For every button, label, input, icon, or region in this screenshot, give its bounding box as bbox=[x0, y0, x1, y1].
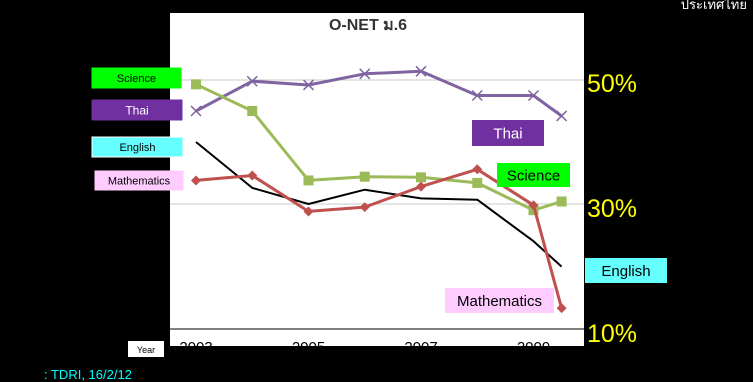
point-science bbox=[556, 196, 567, 207]
x-axis-title: Year bbox=[128, 341, 164, 357]
svg-text:Year: Year bbox=[137, 345, 155, 355]
series-line-mathematics bbox=[195, 167, 564, 309]
point-mathematics bbox=[416, 181, 426, 192]
point-science bbox=[416, 172, 426, 183]
series-line-science bbox=[195, 82, 563, 212]
x-tick-label: 2007 bbox=[404, 339, 437, 356]
top-note: ประเทศไทย bbox=[680, 0, 747, 12]
legend-thai: Thai bbox=[91, 99, 183, 121]
y-tick-label: 10% bbox=[587, 320, 637, 348]
point-thai bbox=[527, 89, 540, 102]
x-tick-label: 2003 bbox=[179, 339, 212, 356]
point-thai bbox=[190, 105, 202, 117]
series-layer bbox=[190, 65, 568, 314]
end-label-thai: Thai bbox=[472, 120, 544, 146]
point-mathematics bbox=[556, 303, 567, 314]
point-thai bbox=[415, 65, 427, 77]
legend-science: Science bbox=[91, 67, 182, 89]
svg-text:Science: Science bbox=[117, 73, 156, 85]
svg-text:Thai: Thai bbox=[125, 103, 148, 117]
point-thai bbox=[471, 89, 483, 102]
svg-text:English: English bbox=[119, 142, 155, 154]
legend-mathematics: Mathematics bbox=[94, 170, 184, 191]
series-line-thai bbox=[195, 69, 563, 118]
legend-english: English bbox=[91, 136, 184, 158]
svg-text:Thai: Thai bbox=[493, 125, 522, 142]
axis-layer: 2003 2005 2007 2009 50% 30% 10% Year bbox=[128, 70, 637, 357]
source-note: : TDRI, 16/2/12 bbox=[44, 367, 132, 382]
y-tick-label: 30% bbox=[587, 195, 637, 223]
point-science bbox=[191, 79, 201, 90]
point-science bbox=[472, 177, 483, 188]
end-label-english: English bbox=[585, 258, 667, 283]
svg-text:Mathematics: Mathematics bbox=[108, 175, 171, 187]
point-science bbox=[247, 106, 258, 116]
y-tick-label: 50% bbox=[587, 70, 637, 98]
point-thai bbox=[359, 68, 371, 80]
end-label-science: Science bbox=[497, 163, 570, 187]
x-tick-label: 2005 bbox=[292, 339, 325, 356]
point-science bbox=[303, 175, 314, 186]
svg-text:Mathematics: Mathematics bbox=[457, 293, 542, 310]
svg-text:Science: Science bbox=[507, 167, 560, 184]
point-mathematics bbox=[303, 206, 314, 217]
chart-title: O-NET ม.6 bbox=[329, 17, 407, 34]
series-line-english bbox=[195, 141, 563, 268]
point-thai bbox=[556, 110, 568, 122]
point-thai bbox=[246, 75, 258, 87]
point-mathematics bbox=[247, 170, 258, 181]
label-layer: Science Thai English Mathematics Thai Science… bbox=[91, 67, 667, 313]
point-mathematics bbox=[472, 164, 483, 175]
end-label-mathematics: Mathematics bbox=[445, 288, 554, 313]
point-mathematics bbox=[359, 202, 370, 213]
point-science bbox=[359, 171, 370, 182]
point-mathematics bbox=[528, 200, 539, 211]
svg-text:English: English bbox=[601, 263, 650, 280]
point-mathematics bbox=[191, 175, 201, 186]
x-tick-label: 2009 bbox=[517, 339, 550, 356]
point-thai bbox=[302, 79, 315, 91]
